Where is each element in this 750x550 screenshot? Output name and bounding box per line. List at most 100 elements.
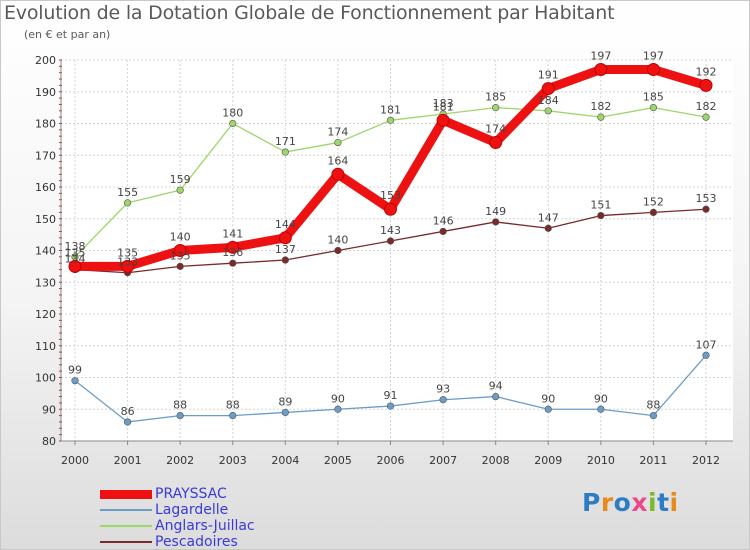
data-label: 153 (696, 192, 717, 205)
data-point (649, 412, 658, 420)
logo-letter: t (657, 488, 670, 517)
data-point (646, 63, 660, 77)
logo-letter: o (613, 488, 632, 517)
data-point (68, 259, 82, 273)
y-tick-label: 170 (35, 149, 56, 162)
data-point (226, 240, 240, 254)
axes: 80 90 100 110 120 130 140 150 160 170 180 190 200 200… (35, 54, 733, 467)
y-tick-label: 140 (35, 245, 56, 258)
data-label: 181 (380, 103, 401, 116)
data-point (176, 412, 184, 420)
data-point (541, 82, 555, 96)
data-label: 191 (538, 69, 559, 82)
data-point (176, 262, 184, 270)
data-label: 88 (173, 399, 187, 412)
data-point (123, 199, 132, 207)
data-label: 90 (331, 392, 345, 405)
data-label: 159 (170, 173, 191, 186)
x-tick-label: 2008 (482, 454, 510, 467)
data-point (278, 231, 292, 245)
legend-item-pescadoires[interactable]: Pescadoires (100, 534, 255, 550)
legend-swatch-pescadoires (100, 541, 152, 543)
data-label: 135 (170, 249, 191, 262)
data-label: 135 (117, 246, 138, 259)
data-point (121, 259, 135, 273)
legend-item-lagardelle[interactable]: Lagardelle (100, 502, 255, 518)
chart-subtitle: (en € et par an) (24, 28, 111, 41)
legend-item-anglars-juillac[interactable]: Anglars-Juillac (100, 518, 255, 534)
x-tick-label: 2011 (639, 454, 667, 467)
data-point (649, 208, 658, 216)
data-point (492, 104, 500, 112)
data-label: 89 (278, 395, 292, 408)
x-tick-label: 2007 (429, 454, 457, 467)
x-tick-label: 2004 (271, 454, 299, 467)
series (68, 63, 713, 426)
data-label: 164 (327, 154, 348, 167)
data-label: 197 (590, 50, 611, 63)
data-label: 192 (696, 65, 717, 78)
data-label: 155 (117, 186, 138, 199)
legend-label-prayssac: PRAYSSAC (155, 486, 227, 502)
x-tick-label: 2009 (534, 454, 562, 467)
legend-swatch-prayssac (100, 489, 152, 499)
data-label: 143 (380, 224, 401, 237)
data-point (492, 392, 500, 401)
y-tick-label: 100 (35, 372, 56, 385)
data-label: 182 (696, 100, 717, 113)
data-label: 183 (433, 97, 454, 110)
logo-letter: r (600, 488, 614, 517)
data-label: 197 (643, 50, 664, 63)
x-tick-label: 2010 (587, 454, 615, 467)
data-point (331, 167, 345, 181)
data-point (597, 211, 605, 220)
chart-title: Evolution de la Dotation Globale de Fonc… (4, 2, 615, 24)
data-point (386, 237, 395, 245)
data-label: 144 (275, 218, 296, 231)
data-label: 135 (65, 246, 86, 259)
data-point (439, 396, 447, 404)
data-point (173, 244, 187, 257)
y-tick-label: 190 (35, 86, 56, 99)
data-label: 90 (594, 392, 608, 405)
y-tick-label: 200 (35, 54, 56, 67)
y-tick-label: 80 (42, 435, 56, 448)
data-label: 151 (590, 199, 611, 212)
legend-label-anglars-juillac: Anglars-Juillac (155, 518, 255, 534)
data-point (544, 107, 552, 115)
x-tick-label: 2002 (166, 454, 194, 467)
legend-swatch-lagardelle (100, 509, 152, 511)
data-label: 153 (380, 189, 401, 202)
data-label: 137 (275, 243, 296, 256)
data-point (386, 402, 395, 410)
legend-item-prayssac[interactable]: PRAYSSAC (100, 486, 255, 502)
data-label: 182 (590, 100, 611, 113)
data-point (594, 63, 608, 77)
legend-swatch-anglars-juillac (100, 525, 152, 527)
x-tick-label: 2003 (219, 454, 247, 467)
data-point (281, 148, 289, 156)
data-label: 146 (433, 214, 454, 227)
logo-letter: i (648, 488, 658, 517)
data-label: 185 (485, 91, 506, 104)
data-point (702, 113, 710, 121)
data-label: 88 (226, 399, 240, 412)
data-point (384, 202, 397, 216)
legend-label-pescadoires: Pescadoires (155, 534, 238, 550)
x-tick-label: 2006 (377, 454, 405, 467)
data-point (544, 405, 552, 413)
data-point (649, 104, 658, 112)
data-point (281, 408, 289, 417)
data-label: 181 (433, 100, 454, 113)
data-label: 149 (485, 205, 506, 218)
data-label: 184 (538, 94, 559, 107)
data-label: 141 (222, 227, 243, 240)
logo-letter: x (631, 488, 648, 517)
data-point (544, 224, 552, 232)
data-label: 174 (327, 126, 348, 139)
y-tick-label: 110 (35, 340, 56, 353)
data-point (334, 405, 342, 413)
x-tick-label: 2012 (692, 454, 720, 467)
data-point (229, 119, 237, 128)
